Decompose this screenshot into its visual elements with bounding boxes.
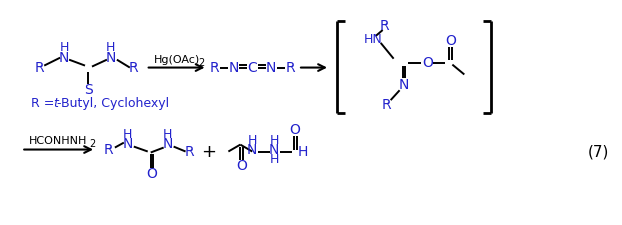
Text: H: H — [248, 134, 257, 147]
Text: R: R — [382, 98, 391, 112]
Text: O: O — [290, 123, 300, 137]
Text: Hg(OAc): Hg(OAc) — [154, 55, 200, 65]
Text: (7): (7) — [588, 144, 610, 159]
Text: N: N — [266, 61, 276, 74]
Text: N: N — [228, 61, 238, 74]
Text: H: H — [106, 41, 116, 54]
Text: N: N — [247, 142, 258, 157]
Text: N: N — [59, 51, 69, 65]
Text: HN: HN — [363, 33, 382, 46]
Text: +: + — [201, 142, 216, 160]
Text: S: S — [83, 83, 93, 97]
Text: R: R — [34, 61, 44, 74]
Text: H: H — [269, 134, 279, 147]
Text: H: H — [269, 153, 279, 166]
Text: 2: 2 — [89, 139, 95, 148]
Text: R: R — [104, 142, 114, 157]
Text: HCONHNH: HCONHNH — [29, 136, 87, 146]
Text: O: O — [445, 34, 456, 48]
Text: C: C — [248, 61, 257, 74]
Text: R: R — [285, 61, 295, 74]
Text: H: H — [123, 128, 132, 141]
Text: O: O — [146, 167, 157, 181]
Text: R: R — [380, 19, 389, 33]
Text: -Butyl, Cyclohexyl: -Butyl, Cyclohexyl — [57, 97, 169, 110]
Text: H: H — [298, 144, 309, 158]
Text: 2: 2 — [198, 58, 205, 68]
Text: t: t — [53, 97, 58, 110]
Text: N: N — [399, 78, 409, 92]
Text: H: H — [60, 41, 69, 54]
Text: N: N — [106, 51, 116, 65]
Text: R: R — [129, 61, 139, 74]
Text: N: N — [269, 142, 279, 157]
Text: H: H — [163, 128, 172, 141]
Text: R: R — [185, 144, 194, 158]
Text: O: O — [422, 56, 433, 70]
Text: O: O — [236, 159, 247, 173]
Text: R =: R = — [31, 97, 58, 110]
Text: N: N — [162, 137, 173, 151]
Text: N: N — [123, 137, 133, 151]
Text: R: R — [210, 61, 219, 74]
